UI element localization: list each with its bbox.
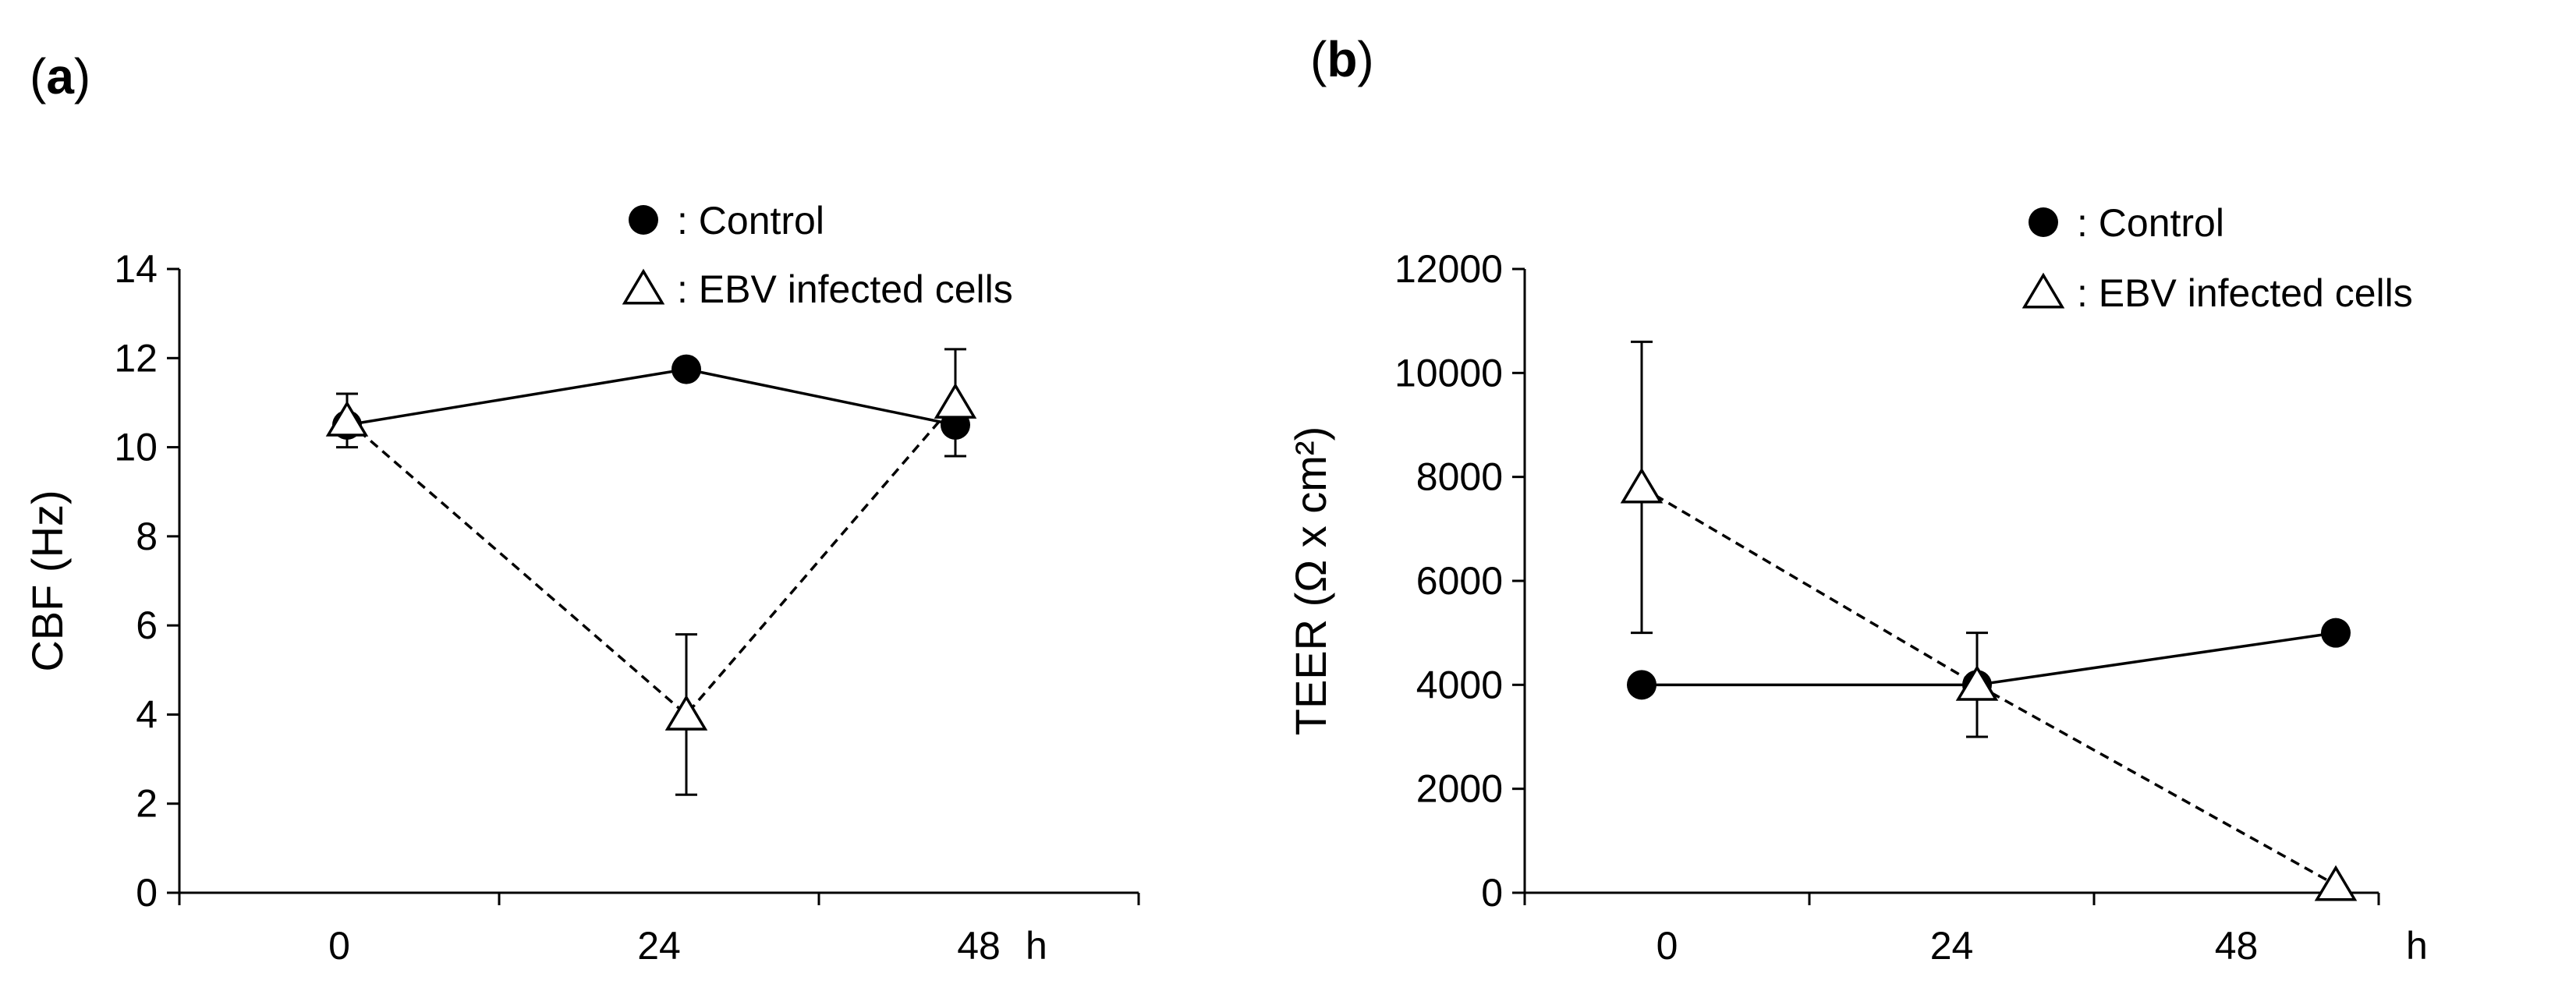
panel-b-x-tick-label: 24: [1930, 924, 1974, 968]
panel-a-ebv-point: [934, 383, 977, 419]
panel-b-y-tick-label: 10000: [1394, 351, 1503, 395]
panel-b-y-tick-label: 6000: [1416, 559, 1503, 603]
panel-a-y-tick-label: 4: [136, 692, 158, 736]
panel-a-legend-marker: [622, 268, 665, 305]
panel-b-legend-marker: [2029, 207, 2058, 237]
panel-a-control-point: [671, 354, 701, 384]
panel-a-x-unit-label: h: [1026, 924, 1047, 968]
panel-a-x-tick-label: 0: [328, 924, 350, 968]
panel-b-ebv-line: [1641, 486, 2337, 887]
panel-a-legend-label: : Control: [677, 199, 824, 242]
panel-a-ebv-point: [325, 400, 369, 437]
panel-a-y-tick-label: 2: [136, 782, 158, 826]
panel-a-y-tick-label: 6: [136, 603, 158, 647]
panel-b-y-tick-label: 12000: [1394, 247, 1503, 291]
panel-a-y-axis-title: CBF (Hz): [23, 490, 72, 671]
panel-b-legend-marker: [2021, 272, 2065, 309]
panel-a-y-tick-label: 14: [114, 247, 158, 291]
panel-b-ebv-point: [1620, 467, 1664, 504]
panel-a-y-tick-label: 12: [114, 336, 158, 380]
panel-a-x-tick-label: 24: [637, 924, 681, 968]
panel-b-control-point: [2321, 618, 2351, 648]
panel-b-ebv-point: [1955, 664, 1999, 701]
panel-b-y-tick-label: 0: [1481, 871, 1503, 915]
panel-b-y-axis-title: TEER (Ω x cm²): [1286, 426, 1335, 735]
panel-b-control-point: [1627, 670, 1657, 700]
panel-a-ebv-line: [345, 402, 957, 717]
panel-a-y-tick-label: 8: [136, 515, 158, 558]
panel-a-y-tick-label: 0: [136, 871, 158, 915]
panel-b-ebv-point: [2314, 865, 2358, 901]
panel-b-legend-label: : EBV infected cells: [2077, 271, 2413, 315]
panel-a-legend-label: : EBV infected cells: [677, 267, 1013, 311]
panel-b-x-tick-label: 0: [1657, 924, 1678, 968]
panel-b-x-unit-label: h: [2406, 924, 2428, 968]
panel-b-x-tick-label: 48: [2215, 924, 2259, 968]
panel-a-x-tick-label: 48: [957, 924, 1001, 968]
panel-b-label: (b): [1310, 31, 1374, 87]
panel-a-legend-marker: [629, 205, 658, 235]
panel-a-y-tick-label: 10: [114, 426, 158, 469]
panel-a-control-line: [346, 367, 956, 426]
panel-b-y-tick-label: 2000: [1416, 767, 1503, 811]
panel-b-legend-label: : Control: [2077, 201, 2224, 245]
panel-a-ebv-point: [664, 695, 708, 731]
panel-a-label: (a): [30, 48, 90, 104]
panel-b-y-tick-label: 4000: [1416, 663, 1503, 706]
panel-b-y-tick-label: 8000: [1416, 455, 1503, 499]
